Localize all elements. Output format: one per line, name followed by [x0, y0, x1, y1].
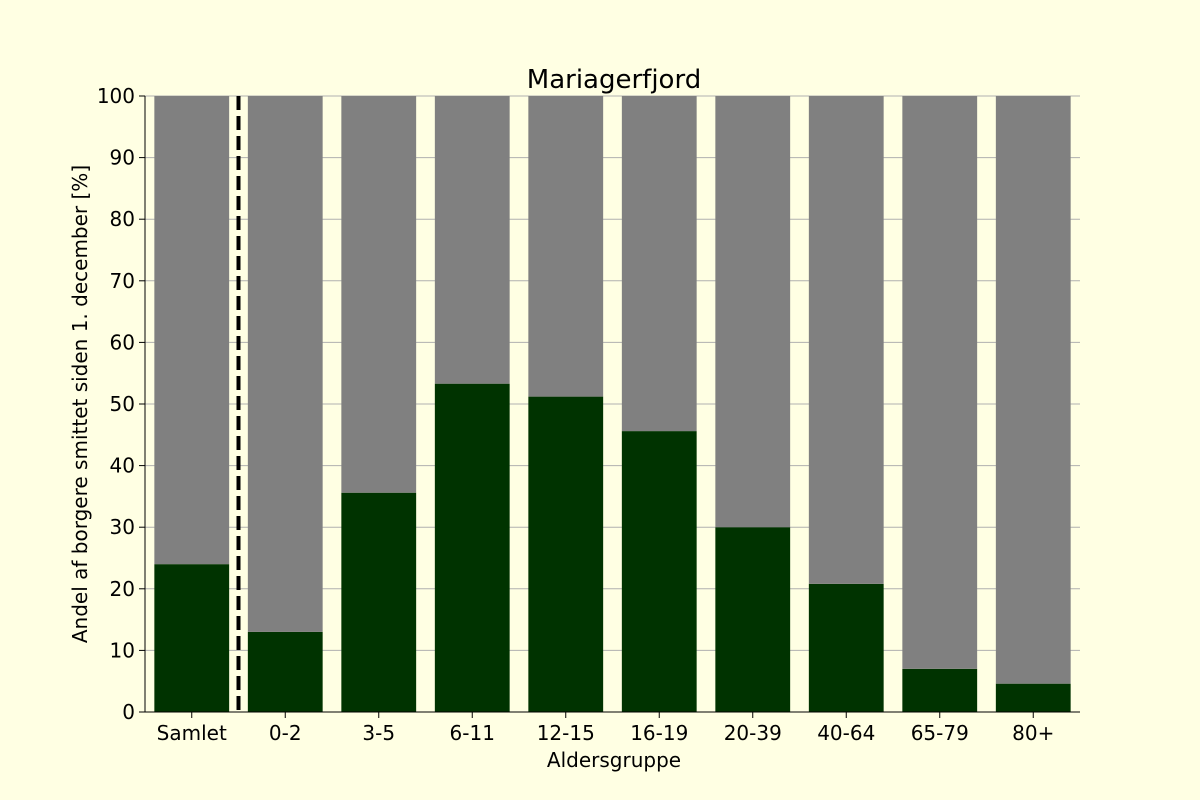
- y-tick-label: 90: [110, 146, 135, 170]
- y-axis-label: Andel af borgere smittet siden 1. decemb…: [68, 165, 92, 643]
- y-tick-label: 100: [97, 84, 135, 108]
- y-tick-label: 30: [110, 515, 135, 539]
- bar-infected-Samlet: [154, 564, 230, 712]
- bar-infected-16-19: [621, 431, 697, 712]
- x-tick-label: 80+: [1012, 721, 1054, 745]
- y-tick-label: 70: [110, 269, 135, 293]
- y-tick-label: 60: [110, 330, 135, 354]
- bar-infected-12-15: [528, 396, 604, 712]
- x-tick-label: 40-64: [817, 721, 875, 745]
- bar-rest-16-19: [621, 96, 697, 432]
- bar-rest-6-11: [434, 96, 510, 384]
- y-tick-label: 50: [110, 392, 135, 416]
- y-tick-label: 40: [110, 454, 135, 478]
- x-tick-labels: Samlet 0-2 3-5 6-11 12-15 16-19 20-39 40-64 65-7…: [157, 712, 1054, 745]
- bar-rest-20-39: [715, 96, 791, 528]
- bar-rest-12-15: [528, 96, 604, 397]
- x-tick-label: 0-2: [269, 721, 302, 745]
- y-tick-label: 80: [110, 207, 135, 231]
- chart-title: Mariagerfjord: [527, 65, 701, 95]
- x-tick-label: 12-15: [537, 721, 595, 745]
- y-tick-label: 0: [122, 700, 135, 724]
- bar-infected-6-11: [434, 383, 510, 712]
- x-tick-label: Samlet: [157, 721, 227, 745]
- bar-infected-65-79: [902, 668, 978, 712]
- y-tick-label: 10: [110, 638, 135, 662]
- bar-infected-0-2: [247, 631, 323, 712]
- bar-rest-0-2: [247, 96, 323, 632]
- x-tick-label: 3-5: [362, 721, 395, 745]
- bar-rest-65-79: [902, 96, 978, 669]
- bar-infected-80+: [995, 683, 1071, 712]
- x-tick-label: 20-39: [724, 721, 782, 745]
- x-axis-label: Aldersgruppe: [547, 748, 681, 772]
- x-tick-label: 16-19: [630, 721, 688, 745]
- bar-infected-3-5: [341, 492, 417, 712]
- bar-rest-80+: [995, 96, 1071, 684]
- y-tick-label: 20: [110, 577, 135, 601]
- bar-rest-40-64: [808, 96, 884, 584]
- y-tick-labels: 0 10 20 30 40 50 60 70 80 90 100: [97, 84, 145, 724]
- bars: [154, 96, 1071, 712]
- bar-rest-3-5: [341, 96, 417, 493]
- x-tick-label: 6-11: [450, 721, 495, 745]
- bar-rest-Samlet: [154, 96, 230, 565]
- bar-infected-40-64: [808, 583, 884, 712]
- x-tick-label: 65-79: [911, 721, 969, 745]
- bar-infected-20-39: [715, 527, 791, 712]
